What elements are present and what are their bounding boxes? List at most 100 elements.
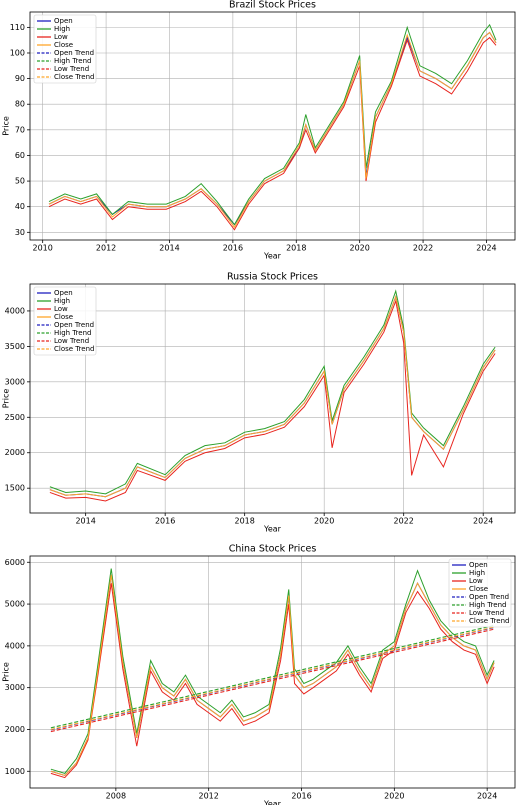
x-tick-label: 2024 (477, 792, 497, 801)
legend-label: Close (54, 313, 73, 321)
y-tick-label: 3500 (5, 342, 25, 351)
series-line (48, 31, 497, 226)
y-tick-label: 3000 (5, 377, 25, 386)
x-axis-label: Year (263, 525, 282, 534)
series-line (49, 289, 496, 495)
x-tick-label: 2018 (286, 244, 306, 253)
y-tick-label: 6000 (5, 558, 25, 567)
legend-label: Open (469, 561, 488, 569)
y-tick-label: 2000 (5, 725, 25, 734)
y-axis-label: Price (2, 662, 11, 682)
chart-title: China Stock Prices (229, 544, 317, 555)
legend-label: High Trend (54, 57, 91, 65)
y-tick-label: 110 (10, 23, 25, 32)
series-line (50, 574, 495, 777)
series-line (49, 295, 496, 498)
legend-label: Close (54, 41, 73, 49)
legend-box (33, 14, 97, 84)
x-tick-label: 2016 (155, 517, 175, 526)
y-tick-label: 80 (15, 100, 25, 109)
plot-frame (29, 555, 516, 789)
legend-label: High Trend (54, 329, 91, 337)
legend-label: Low Trend (469, 609, 504, 617)
y-tick-label: 40 (15, 202, 25, 211)
legend-box (448, 558, 512, 628)
legend-label: Close (469, 585, 488, 593)
x-tick-label: 2016 (223, 244, 243, 253)
legend-label: Open Trend (54, 321, 94, 329)
y-tick-label: 50 (15, 177, 25, 186)
x-tick-label: 2008 (106, 792, 126, 801)
series-line (49, 295, 496, 498)
plot-frame (29, 11, 516, 241)
legend-label: Low (469, 577, 483, 585)
x-axis-label: Year (263, 252, 282, 261)
y-tick-label: 100 (10, 48, 25, 57)
x-tick-label: 2012 (199, 792, 219, 801)
series-line (50, 583, 495, 779)
x-tick-label: 2018 (234, 517, 254, 526)
y-tick-label: 4000 (5, 306, 25, 315)
legend-label: High (54, 25, 70, 33)
y-tick-label: 1500 (5, 484, 25, 493)
x-tick-label: 2010 (33, 244, 53, 253)
y-tick-label: 60 (15, 151, 25, 160)
y-axis-label: Price (2, 389, 11, 409)
x-tick-label: 2020 (349, 244, 369, 253)
legend-label: Open (54, 289, 73, 297)
subplot: Brazil Stock Prices 30 40 50 60 70 80 90 100 110 2… (2, 0, 516, 261)
series-line (48, 36, 497, 231)
trend-line (50, 626, 495, 731)
chart-title: Brazil Stock Prices (229, 0, 316, 11)
y-tick-label: 3000 (5, 683, 25, 692)
x-tick-label: 2022 (413, 244, 433, 253)
series-line (50, 574, 495, 777)
series-line (48, 31, 497, 229)
subplot: China Stock Prices 1000 2000 3000 4000 5000 60… (2, 544, 516, 805)
legend-label: Low Trend (54, 337, 89, 345)
legend-label: Open Trend (54, 49, 94, 57)
legend-label: Low (54, 33, 68, 41)
x-tick-label: 2022 (394, 517, 414, 526)
y-tick-label: 2000 (5, 448, 25, 457)
legend-label: Open (54, 17, 73, 25)
y-tick-label: 2500 (5, 413, 25, 422)
x-tick-label: 2024 (476, 244, 496, 253)
trend-line (50, 624, 495, 729)
y-tick-label: 5000 (5, 600, 25, 609)
x-tick-label: 2012 (96, 244, 116, 253)
series-line (50, 568, 495, 774)
legend-label: Low Trend (54, 65, 89, 73)
x-tick-label: 2014 (75, 517, 95, 526)
x-tick-label: 2016 (291, 792, 311, 801)
x-tick-label: 2020 (384, 792, 404, 801)
legend-label: High Trend (469, 601, 506, 609)
x-tick-label: 2020 (314, 517, 334, 526)
y-tick-label: 90 (15, 74, 25, 83)
legend-label: Close Trend (54, 73, 94, 81)
legend-label: Open Trend (469, 593, 509, 601)
y-axis-label: Price (2, 116, 11, 136)
x-tick-label: 2014 (159, 244, 179, 253)
legend-box (33, 286, 97, 356)
y-tick-label: 4000 (5, 641, 25, 650)
y-tick-label: 1000 (5, 767, 25, 776)
y-tick-label: 30 (15, 228, 25, 237)
series-line (49, 299, 496, 502)
legend-label: Close Trend (54, 345, 94, 353)
legend-label: Close Trend (469, 617, 509, 625)
y-tick-label: 70 (15, 125, 25, 134)
trend-line (50, 628, 495, 733)
series-line (48, 23, 497, 226)
chart-title: Russia Stock Prices (227, 272, 318, 283)
legend-label: Low (54, 305, 68, 313)
x-axis-label: Year (263, 800, 282, 805)
legend-label: High (469, 569, 485, 577)
plot-frame (29, 283, 516, 514)
subplot: Russia Stock Prices 1500 2000 2500 3000 3500 4… (2, 272, 516, 534)
